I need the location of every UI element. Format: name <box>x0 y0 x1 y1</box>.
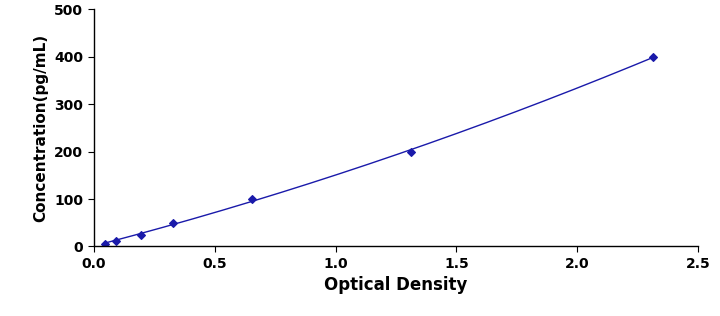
X-axis label: Optical Density: Optical Density <box>324 276 468 295</box>
Y-axis label: Concentration(pg/mL): Concentration(pg/mL) <box>34 34 49 222</box>
